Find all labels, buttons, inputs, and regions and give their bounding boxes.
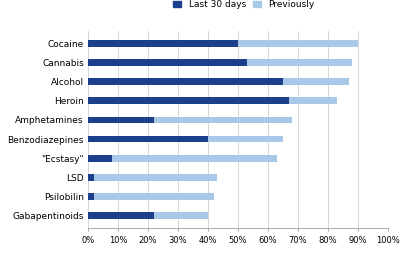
Bar	[88, 155, 277, 162]
Bar	[88, 136, 283, 142]
Bar	[88, 136, 208, 142]
Bar	[88, 193, 214, 200]
Bar	[88, 78, 283, 85]
Bar	[88, 174, 94, 181]
Bar	[88, 40, 358, 47]
Bar	[88, 155, 112, 162]
Bar	[88, 40, 238, 47]
Bar	[88, 193, 94, 200]
Legend: Last 30 days, Previously: Last 30 days, Previously	[173, 0, 315, 9]
Bar	[88, 212, 154, 219]
Bar	[88, 212, 208, 219]
Bar	[88, 59, 247, 66]
Bar	[88, 117, 292, 123]
Bar	[88, 174, 217, 181]
Bar	[88, 97, 289, 104]
Bar	[88, 78, 349, 85]
Bar	[88, 59, 352, 66]
Bar	[88, 97, 337, 104]
Bar	[88, 117, 154, 123]
